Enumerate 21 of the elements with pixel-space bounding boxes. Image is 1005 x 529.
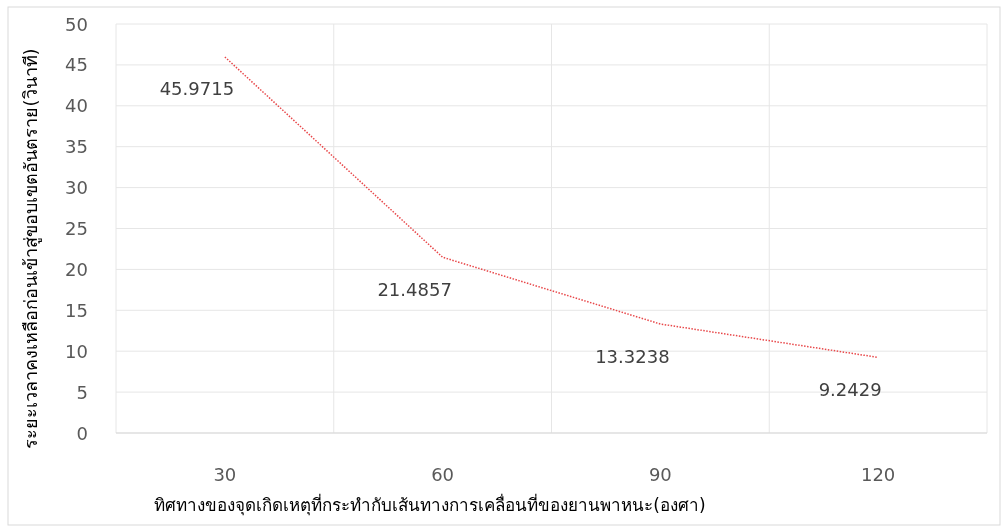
y-tick-label: 35: [65, 136, 88, 158]
data-label: 13.3238: [595, 345, 670, 367]
y-tick-label: 45: [65, 54, 88, 76]
y-tick-label: 30: [65, 177, 88, 199]
y-tick-label: 50: [65, 13, 88, 35]
x-tick-label: 60: [431, 463, 455, 485]
x-tick-label: 120: [860, 463, 896, 485]
data-label: 9.2429: [818, 378, 882, 400]
y-tick-label: 15: [65, 299, 88, 321]
x-tick-label: 90: [648, 463, 672, 485]
y-tick-label: 10: [65, 340, 88, 362]
x-axis-title: ทิศทางของจุดเกิดเหตุที่กระทำกับเส้นทางการเคลื่อนที่ของยานพาหนะ(องศา): [154, 495, 706, 515]
data-label: 21.4857: [377, 278, 452, 300]
y-tick-label: 25: [65, 218, 88, 239]
y-tick-label: 0: [76, 422, 88, 444]
y-tick-label: 40: [65, 95, 88, 117]
y-tick-label: 5: [76, 381, 88, 403]
x-tick-label: 30: [213, 463, 237, 485]
data-label: 45.9715: [159, 78, 235, 100]
y-axis-title: ระยะเวลาคงเหลือก่อนเข้าสู่ขอบเขตอันตราย(วินาที): [19, 48, 41, 449]
y-tick-label: 20: [65, 258, 88, 280]
